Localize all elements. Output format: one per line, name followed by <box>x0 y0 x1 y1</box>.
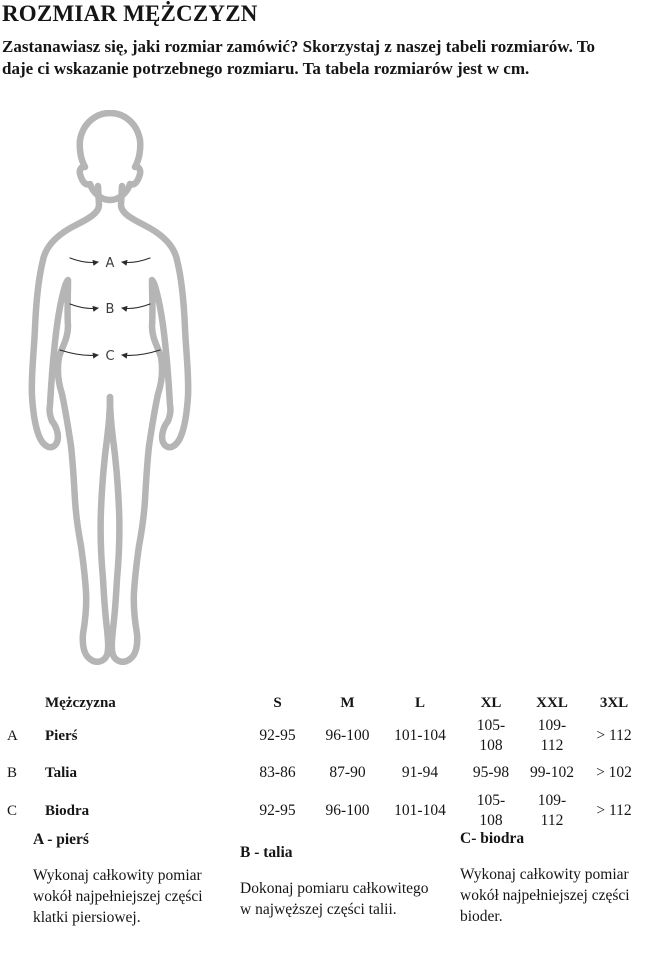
note-chest: A - pierś Wykonaj całkowity pomiar wokół… <box>33 830 231 928</box>
male-silhouette-svg: A B C <box>28 110 196 665</box>
chest-label: A <box>106 256 115 271</box>
cell-value: 105- 108 <box>476 792 506 829</box>
header-size-xxl: XXL <box>536 695 568 711</box>
note-hips-text: Wykonaj całkowity pomiar wokół najpełnie… <box>460 866 630 925</box>
cell-value: 101-104 <box>394 802 446 819</box>
figure-head-outline <box>76 110 144 204</box>
note-hips-heading: C- biodra <box>460 830 525 847</box>
cell-value: 83-86 <box>259 764 296 781</box>
note-waist: B - talia Dokonaj pomiaru całkowitego w … <box>240 843 430 920</box>
note-waist-heading: B - talia <box>240 844 293 861</box>
header-size-m: M <box>340 695 355 711</box>
header-size-l: L <box>414 695 425 711</box>
intro-text: Zastanawiasz się, jaki rozmiar zamówić? … <box>2 37 596 79</box>
cell-value: 96-100 <box>325 802 370 819</box>
cell-value: 91-94 <box>401 764 439 781</box>
header-size-3xl: 3XL <box>599 695 629 711</box>
note-waist-text: Dokonaj pomiaru całkowitego w najwęższej… <box>240 880 429 918</box>
cell-value: 92-95 <box>259 727 296 744</box>
hip-measure-line: C <box>59 349 161 364</box>
header-mezczyzna: Mężczyzna <box>45 695 116 711</box>
row-name: Biodra <box>45 803 90 819</box>
cell-value: > 102 <box>596 764 632 781</box>
header-spacer <box>0 691 40 715</box>
chest-measure-line: A <box>69 256 151 271</box>
cell-value: 87-90 <box>329 764 366 781</box>
cell-value: 109- 112 <box>537 717 567 754</box>
row-letter: C <box>7 803 18 819</box>
cell-value: 109- 112 <box>537 792 567 829</box>
cell-value: > 112 <box>596 727 632 744</box>
note-chest-heading: A - pierś <box>33 831 89 848</box>
cell-value: 99-102 <box>530 764 574 781</box>
row-name: Pierś <box>45 728 78 744</box>
note-hips: C- biodra Wykonaj całkowity pomiar wokół… <box>460 829 646 927</box>
size-table: Mężczyzna S M L XL XXL 3XL A Pierś 92-95… <box>0 691 646 833</box>
cell-value: 92-95 <box>259 802 296 819</box>
hip-label: C <box>105 349 114 364</box>
cell-value: 96-100 <box>325 727 370 744</box>
page-title: ROZMIAR MĘŻCZYZN <box>2 1 258 26</box>
cell-value: > 112 <box>596 802 632 819</box>
header-size-s: S <box>273 695 282 711</box>
cell-value: 95-98 <box>472 764 510 781</box>
header-size-xl: XL <box>480 695 502 711</box>
waist-measure-line: B <box>69 302 151 317</box>
row-name: Talia <box>45 765 77 781</box>
cell-value: 101-104 <box>394 727 446 744</box>
size-table-header-row: Mężczyzna S M L XL XXL 3XL <box>0 691 646 715</box>
body-measurement-figure: A B C <box>24 110 196 665</box>
figure-body-outline-mirror <box>110 186 188 662</box>
note-chest-text: Wykonaj całkowity pomiar wokół najpełnie… <box>33 867 203 926</box>
table-row-waist: B Talia 83-86 87-90 91-94 95-98 99-102 >… <box>0 757 646 789</box>
table-row-hips: C Biodra 92-95 96-100 101-104 105- 108 1… <box>0 789 646 833</box>
waist-label: B <box>106 302 115 317</box>
cell-value: 105- 108 <box>476 717 506 754</box>
row-letter: B <box>7 765 18 781</box>
row-letter: A <box>7 728 18 744</box>
figure-body-outline <box>28 182 114 665</box>
table-row-chest: A Pierś 92-95 96-100 101-104 105- 108 10… <box>0 715 646 757</box>
